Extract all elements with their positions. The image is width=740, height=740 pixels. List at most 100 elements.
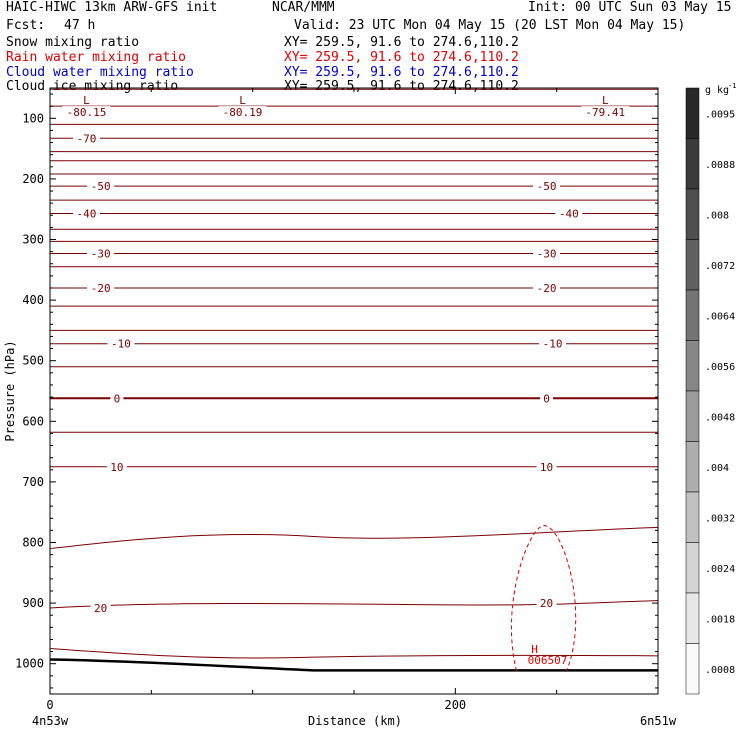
forecast-hour: 47 h (64, 18, 96, 33)
contour-label-bg (106, 459, 127, 473)
y-tick-label: 800 (22, 536, 44, 550)
colorbar-label: .0018 (705, 614, 735, 625)
field-cloudice-xy: XY= 259.5, 91.6 to 274.6,110.2 (284, 79, 519, 94)
y-tick-label: 300 (22, 233, 44, 247)
contour-label: 0 (543, 392, 550, 405)
y-tick-label: 700 (22, 475, 44, 489)
colorbar-label: .0048 (705, 412, 735, 423)
forecast-label: Fcst: (6, 18, 46, 33)
high-marker: H (531, 643, 538, 656)
isotherm-line (49, 600, 659, 609)
low-value: -79.41 (585, 106, 625, 119)
surface-line (49, 658, 658, 672)
field-rain-label: Rain water mixing ratio (6, 50, 187, 65)
contour-label-bg (110, 391, 124, 405)
organization: NCAR/MMM (272, 0, 335, 15)
colorbar-unit: g kg (705, 85, 729, 96)
contour-label-bg (72, 206, 100, 220)
contour-label: -40 (77, 207, 97, 220)
colorbar-label: .008 (705, 210, 729, 221)
right-endpoint-label: 6n51w (640, 714, 677, 728)
low-label-bg (581, 106, 630, 120)
contour-label-bg (533, 280, 561, 294)
colorbar-swatch (685, 542, 700, 594)
colorbar-swatch (685, 491, 700, 543)
colorbar-unit-exponent: -1 (728, 82, 736, 90)
valid-time: Valid: 23 UTC Mon 04 May 15 (20 LST Mon … (294, 18, 686, 33)
contour-label-bg (540, 391, 554, 405)
colorbar-swatch (685, 592, 700, 644)
contour-label: -20 (537, 282, 557, 295)
low-value: -80.15 (67, 106, 107, 119)
y-tick-label: 600 (22, 414, 44, 428)
colorbar-label: .0008 (705, 665, 735, 676)
contour-label: -50 (91, 180, 111, 193)
colorbar: .0095 .0088 .008 .0072 .0064 .0056 .0048 .004 .0… (685, 87, 735, 695)
model-title: HAIC-HIWC 13km ARW-GFS init (6, 0, 218, 15)
init-time: Init: 00 UTC Sun 03 May 15 (528, 0, 732, 15)
colorbar-label: .004 (705, 463, 729, 474)
contour-label-bg (87, 280, 115, 294)
contour-label-bg (539, 336, 567, 350)
contour-label: -50 (537, 180, 557, 193)
field-snow-xy: XY= 259.5, 91.6 to 274.6,110.2 (284, 35, 519, 50)
contour-label: 20 (94, 602, 107, 615)
contour-label: -20 (91, 282, 111, 295)
isotherm-line (49, 526, 659, 550)
colorbar-label: .0064 (705, 311, 735, 322)
colorbar-label: .0072 (705, 261, 735, 272)
contour-label: -10 (111, 338, 131, 351)
field-snow-label: Snow mixing ratio (6, 35, 140, 50)
contour-label: 20 (540, 597, 553, 610)
y-tick-label: 900 (22, 596, 44, 610)
colorbar-swatch (685, 239, 700, 291)
isotherm-line (49, 648, 659, 659)
isotherm-contours (49, 88, 659, 672)
field-cloudwater-xy: XY= 259.5, 91.6 to 274.6,110.2 (284, 65, 519, 80)
contour-label: -70 (77, 132, 97, 145)
low-marker: L (239, 94, 246, 107)
contour-label: -30 (537, 247, 557, 260)
colorbar-label: .0056 (705, 362, 735, 373)
colorbar-swatch (685, 87, 700, 139)
contour-label: -30 (91, 247, 111, 260)
contour-label: 10 (110, 461, 123, 474)
low-marker: L (602, 94, 609, 107)
low-marker: L (83, 94, 90, 107)
high-value: 006507 (528, 654, 568, 667)
colorbar-label: .0032 (705, 513, 735, 524)
colorbar-swatch (685, 441, 700, 493)
colorbar-swatch (685, 643, 700, 695)
low-label-bg (218, 106, 267, 120)
contour-label: 0 (114, 392, 121, 405)
colorbar-swatch (685, 188, 700, 240)
rain-ratio-contour (510, 525, 577, 672)
contour-label: -10 (543, 338, 563, 351)
field-rain-xy: XY= 259.5, 91.6 to 274.6,110.2 (284, 50, 519, 65)
contour-label-bg (90, 600, 111, 614)
y-tick-label: 500 (22, 354, 44, 368)
low-value: -80.19 (223, 106, 263, 119)
field-cloudwater-label: Cloud water mixing ratio (6, 65, 194, 80)
colorbar-label: .0088 (705, 160, 735, 171)
contour-label-bg (555, 206, 583, 220)
y-tick-label: 1000 (15, 657, 44, 671)
colorbar-swatch (685, 138, 700, 190)
contour-label-bg (533, 179, 561, 193)
contour-label-bg (536, 596, 557, 610)
x-tick-label: 0 (46, 698, 53, 712)
colorbar-swatch (685, 289, 700, 341)
colorbar-swatch (685, 390, 700, 442)
contour-label-bg (72, 131, 100, 145)
contour-labels: -70 -50 -50 -40 -40 -30 -30 -20 -20 -10 -10 0 0 10 10 2… (62, 94, 630, 667)
low-label-bg (62, 106, 111, 120)
y-tick-label: 400 (22, 293, 44, 307)
plot-frame (49, 87, 659, 695)
x-axis-label: Distance (km) (308, 714, 402, 728)
contour-label-bg (87, 246, 115, 260)
x-tick-label: 200 (444, 698, 466, 712)
y-axis-label: Pressure (hPa) (3, 340, 17, 441)
y-tick-label: 200 (22, 172, 44, 186)
field-cloudice-label: Cloud ice mixing ratio (6, 79, 179, 94)
